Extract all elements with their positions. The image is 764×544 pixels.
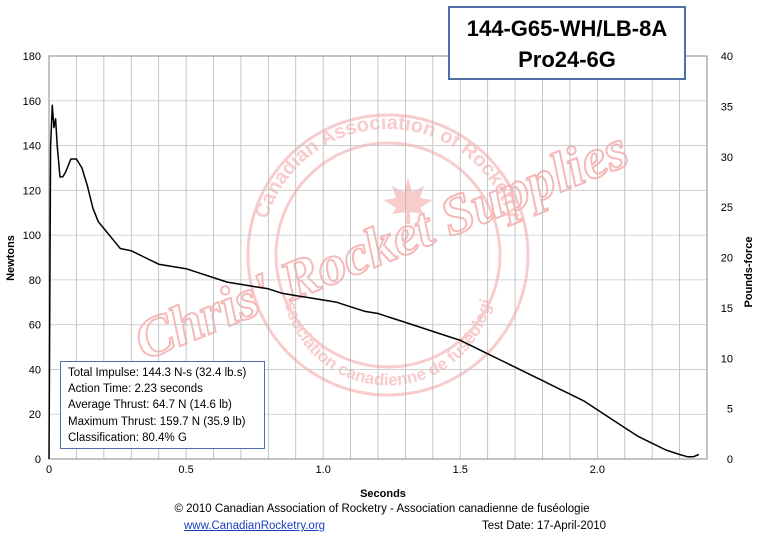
y2-tick-label: 5 — [727, 404, 733, 416]
y2-tick-label: 25 — [721, 202, 733, 214]
y2-tick-label: 15 — [721, 303, 733, 315]
test-date: Test Date: 17-April-2010 — [482, 520, 607, 532]
y-tick-label: 160 — [23, 96, 41, 108]
y2-tick-label: 40 — [721, 51, 733, 63]
y-tick-label: 180 — [23, 51, 41, 63]
y-tick-label: 80 — [29, 275, 41, 287]
y2-tick-label: 30 — [721, 152, 733, 164]
y-tick-label: 0 — [35, 454, 41, 466]
watermark-slogan: Chris' Rocket Supplies — [126, 118, 637, 372]
x-tick-label: 1.5 — [453, 464, 468, 476]
y-tick-label: 120 — [23, 185, 41, 197]
copyright-notice: © 2010 Canadian Association of Rocketry … — [174, 503, 590, 515]
x-axis-label: Seconds — [360, 488, 406, 500]
classification: Classification: 80.4% G — [68, 431, 187, 444]
y2-tick-label: 35 — [721, 101, 733, 113]
y-tick-label: 20 — [29, 409, 41, 421]
action-time: Action Time: 2.23 seconds — [68, 383, 203, 396]
x-tick-label: 2.0 — [590, 464, 605, 476]
y-tick-label: 60 — [29, 320, 41, 332]
y2-tick-label: 20 — [721, 253, 733, 265]
y2-axis-label: Pounds-force — [743, 237, 755, 308]
axis-ticks: 0 20 40 60 80 100 120 140 160 180 0 5 10 15 20 25 30 35 40… — [23, 51, 733, 476]
y-axis-label: Newtons — [5, 235, 17, 281]
y2-tick-label: 10 — [721, 353, 733, 365]
motor-designation: 144-G65-WH/LB-8A — [466, 16, 668, 41]
y-tick-label: 40 — [29, 364, 41, 376]
website-link[interactable]: www.CanadianRocketry.org — [184, 520, 326, 532]
y-tick-label: 100 — [23, 230, 41, 242]
y-tick-label: 140 — [23, 141, 41, 153]
motor-case: Pro24-6G — [518, 47, 616, 72]
plot-area — [48, 55, 708, 460]
x-tick-label: 1.0 — [316, 464, 331, 476]
maximum-thrust: Maximum Thrust: 159.7 N (35.9 lb) — [68, 415, 246, 428]
chart-title-box: 144-G65-WH/LB-8A Pro24-6G — [448, 6, 686, 80]
thrust-curve — [48, 104, 700, 460]
x-tick-label: 0 — [46, 464, 52, 476]
y2-tick-label: 0 — [727, 454, 733, 466]
average-thrust: Average Thrust: 64.7 N (14.6 lb) — [68, 399, 232, 412]
maple-leaf-icon — [384, 178, 432, 224]
x-tick-label: 0.5 — [178, 464, 193, 476]
stats-panel: Total Impulse: 144.3 N-s (32.4 lb.s) Act… — [60, 361, 265, 449]
total-impulse: Total Impulse: 144.3 N-s (32.4 lb.s) — [68, 367, 247, 379]
